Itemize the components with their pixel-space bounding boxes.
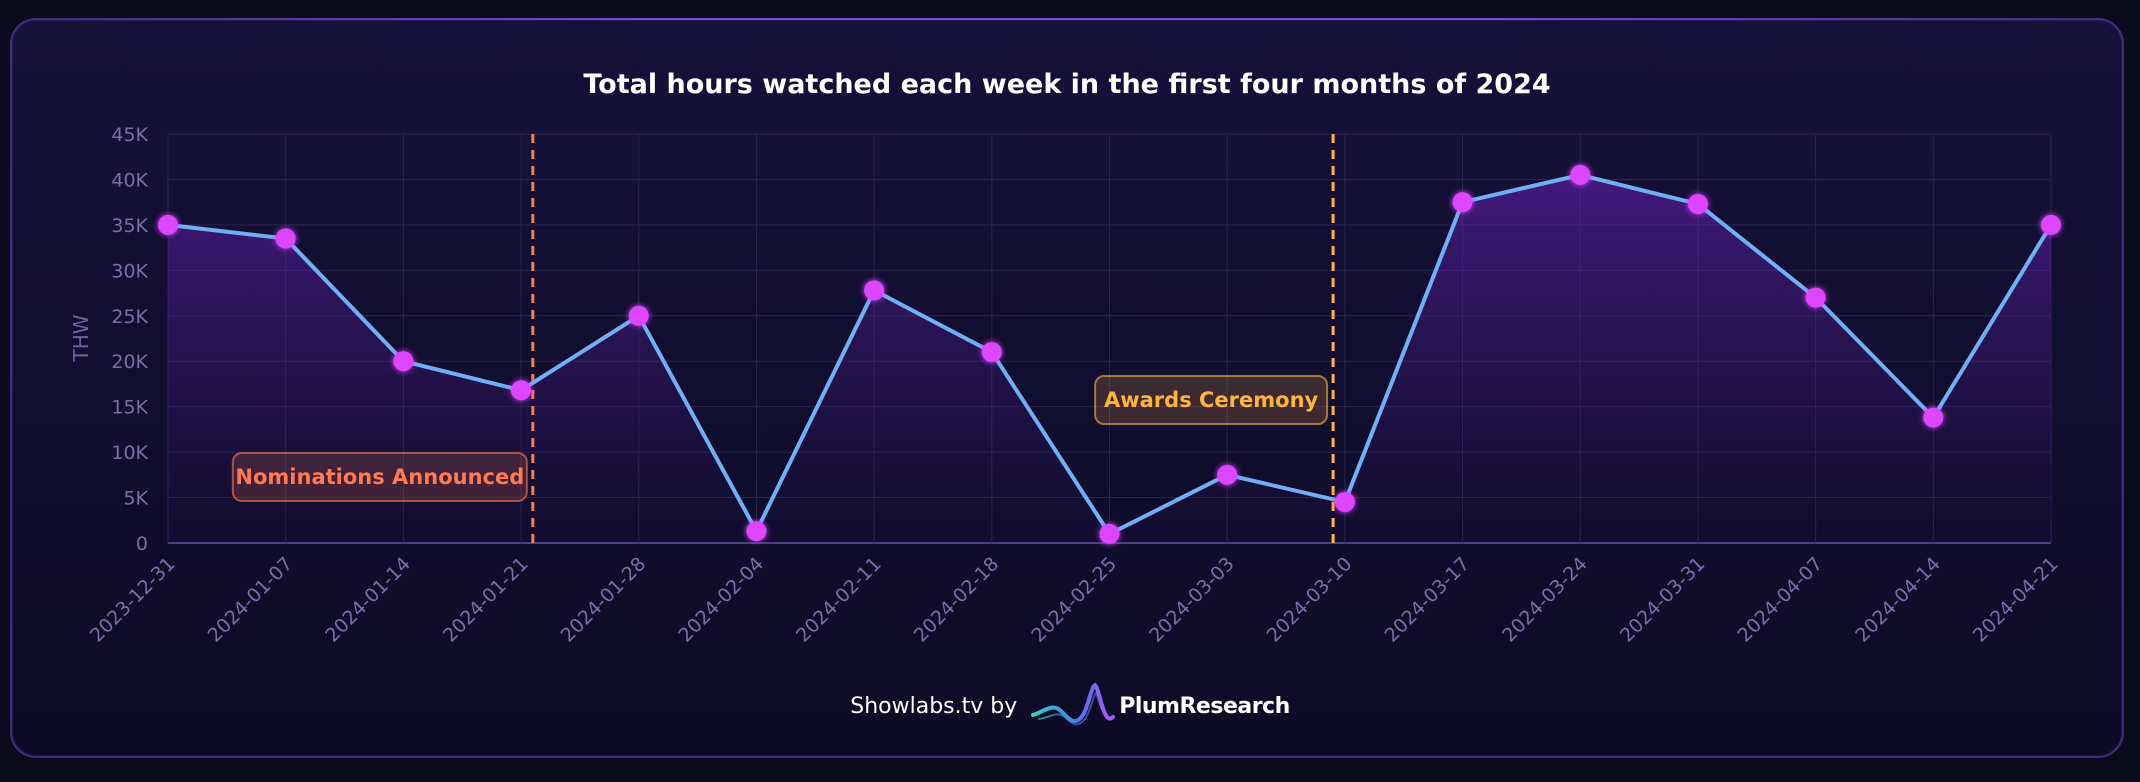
chart-title: Total hours watched each week in the fir… bbox=[583, 69, 1550, 100]
x-tick-label: 2024-04-21 bbox=[1969, 553, 2063, 647]
data-point[interactable] bbox=[1217, 464, 1238, 485]
x-tick-label: 2024-03-24 bbox=[1498, 553, 1592, 647]
x-tick-label: 2024-02-18 bbox=[910, 553, 1004, 647]
data-point[interactable] bbox=[511, 380, 532, 401]
data-point[interactable] bbox=[1805, 287, 1826, 308]
data-point[interactable] bbox=[1687, 193, 1708, 214]
data-point[interactable] bbox=[393, 351, 414, 372]
y-tick-label: 45K bbox=[111, 124, 148, 146]
x-tick-label: 2024-01-14 bbox=[321, 553, 415, 647]
y-tick-label: 40K bbox=[111, 169, 148, 191]
x-tick-label: 2024-01-21 bbox=[439, 553, 533, 647]
y-tick-label: 5K bbox=[123, 488, 148, 510]
x-tick-label: 2024-02-04 bbox=[674, 553, 768, 647]
y-axis-label: THW bbox=[69, 314, 93, 362]
data-point[interactable] bbox=[2041, 214, 2061, 235]
annotation-box bbox=[1094, 375, 1329, 425]
data-point[interactable] bbox=[275, 228, 296, 249]
data-point[interactable] bbox=[1099, 523, 1120, 544]
x-tick-label: 2024-03-31 bbox=[1616, 553, 1710, 647]
data-point[interactable] bbox=[158, 214, 178, 235]
data-point[interactable] bbox=[864, 280, 885, 301]
x-tick-label: 2024-02-11 bbox=[792, 553, 886, 647]
series-area bbox=[168, 174, 2051, 543]
x-tick-label: 2024-01-28 bbox=[557, 553, 651, 647]
annotation-label: Awards Ceremony bbox=[1104, 388, 1319, 412]
y-tick-label: 25K bbox=[111, 306, 148, 328]
x-tick-label: 2024-04-07 bbox=[1734, 553, 1828, 647]
data-point[interactable] bbox=[1570, 164, 1591, 185]
plum-wave-icon bbox=[1031, 682, 1116, 726]
logo-name: PlumResearch bbox=[1119, 693, 1290, 719]
x-tick-label: 2024-03-03 bbox=[1145, 553, 1239, 647]
y-tick-label: 20K bbox=[111, 351, 148, 373]
x-tick-label: 2024-01-07 bbox=[204, 553, 298, 647]
annotation-label: Nominations Announced bbox=[235, 465, 524, 489]
y-tick-label: 10K bbox=[111, 442, 148, 464]
x-tick-label: 2024-03-10 bbox=[1263, 553, 1357, 647]
plumresearch-logo[interactable]: PlumResearch bbox=[1031, 681, 1290, 731]
data-point[interactable] bbox=[746, 521, 767, 542]
y-tick-label: 30K bbox=[111, 260, 148, 282]
x-tick-label: 2023-12-31 bbox=[86, 553, 180, 647]
data-point[interactable] bbox=[1923, 407, 1944, 428]
footer-attribution: Showlabs.tv by PlumResearch bbox=[0, 681, 2140, 731]
data-point[interactable] bbox=[1334, 492, 1355, 513]
x-tick-label: 2024-04-14 bbox=[1851, 553, 1945, 647]
y-tick-label: 35K bbox=[111, 215, 148, 237]
data-point[interactable] bbox=[981, 342, 1002, 363]
x-tick-label: 2024-02-25 bbox=[1027, 553, 1121, 647]
data-point[interactable] bbox=[628, 305, 649, 326]
data-point[interactable] bbox=[1452, 192, 1473, 213]
y-tick-label: 0 bbox=[136, 533, 148, 555]
annotation-box bbox=[231, 452, 528, 502]
x-tick-label: 2024-03-17 bbox=[1380, 553, 1474, 647]
y-tick-label: 15K bbox=[111, 397, 148, 419]
footer-text: Showlabs.tv by bbox=[850, 693, 1018, 719]
card-top-accent bbox=[52, 18, 2082, 20]
